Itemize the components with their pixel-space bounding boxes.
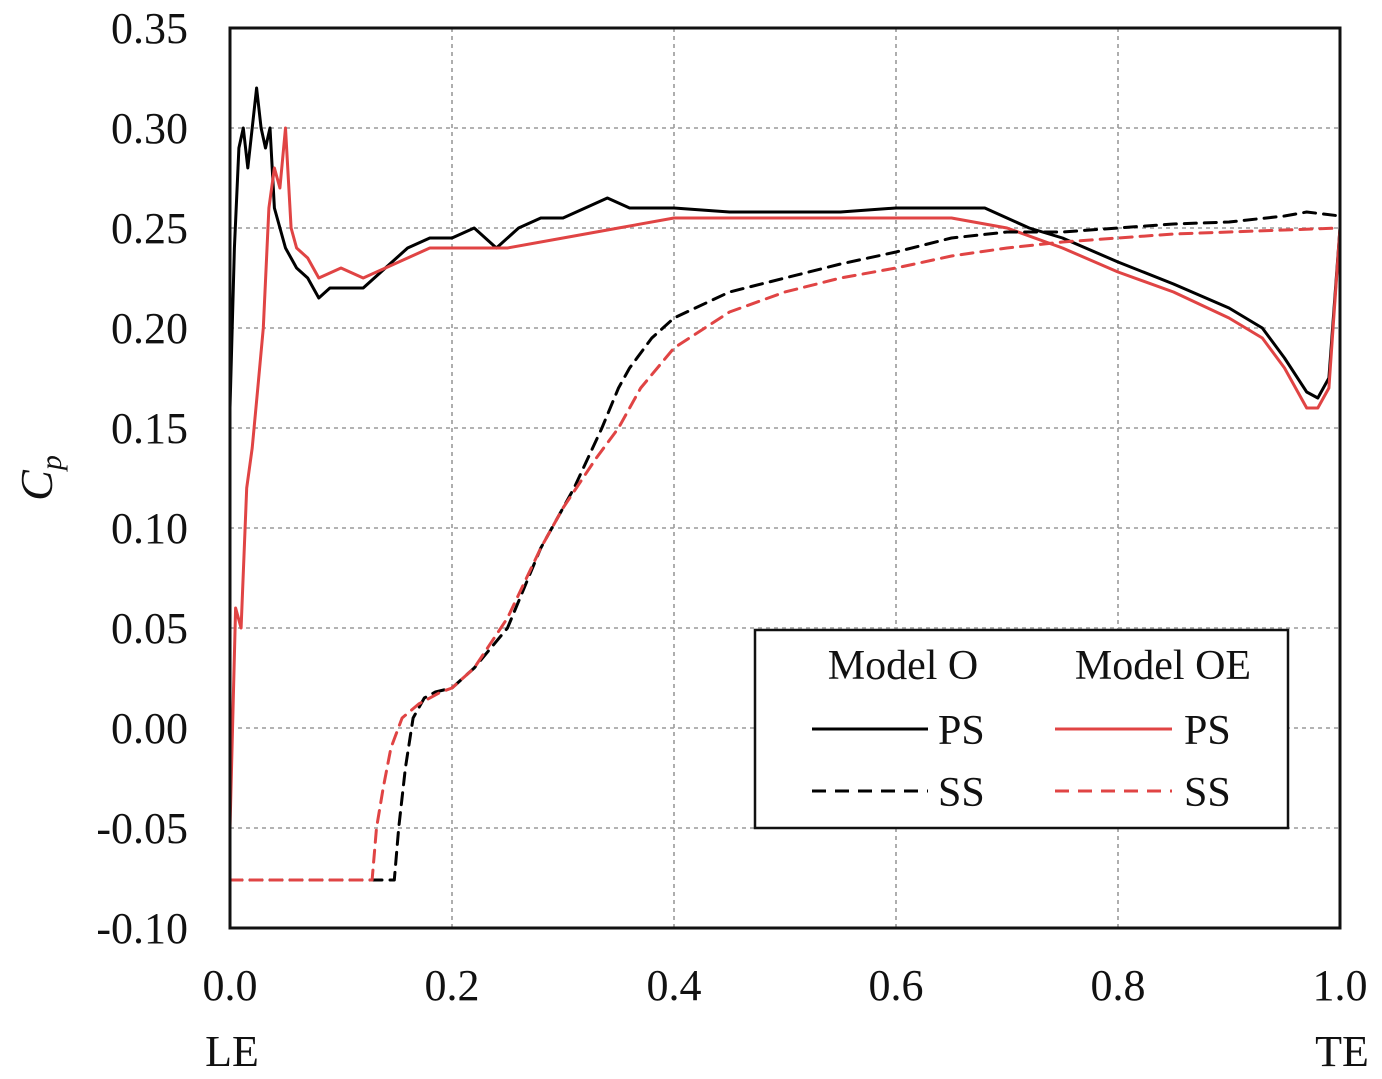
y-axis-label: Cp: [11, 455, 68, 501]
y-axis-label-main: C: [11, 469, 62, 501]
legend-title-model-oe: Model OE: [1075, 643, 1251, 689]
legend-label-model-o-ps: PS: [938, 708, 985, 754]
series-line-model-oe-ss: [228, 226, 1342, 882]
y-tick-label: 0.00: [111, 704, 188, 753]
plot-frame: [228, 26, 1342, 930]
x-tick-label: 1.0: [1313, 961, 1368, 1010]
x-tick-label: 0.8: [1091, 961, 1146, 1010]
tick-labels: 0.0 0.2 0.4 0.6 0.8 1.0 0.35 0.30 0.25 0.20 0.15 0.…: [96, 4, 1367, 1010]
x-end-label-te: TE: [1315, 1027, 1369, 1076]
legend: Model O Model OE PS SS PS SS: [753, 628, 1290, 830]
x-tick-label: 0.2: [425, 961, 480, 1010]
y-tick-label: -0.10: [96, 904, 188, 953]
y-tick-label: -0.05: [96, 804, 188, 853]
x-tick-label: 0.0: [203, 961, 258, 1010]
y-tick-label: 0.30: [111, 104, 188, 153]
series-line-model-o-ps: [228, 86, 1342, 410]
legend-title-model-o: Model O: [828, 643, 979, 689]
series-line-model-oe-ps: [228, 126, 1342, 830]
y-tick-label: 0.15: [111, 404, 188, 453]
series-layer: [228, 86, 1342, 882]
x-end-label-le: LE: [205, 1027, 259, 1076]
y-axis-label-sub: p: [35, 455, 68, 472]
x-tick-label: 0.4: [647, 961, 702, 1010]
legend-label-model-o-ss: SS: [938, 770, 985, 816]
x-tick-label: 0.6: [869, 961, 924, 1010]
series-line-model-o-ss: [228, 210, 1342, 882]
grid: [230, 28, 1340, 928]
y-tick-label: 0.05: [111, 604, 188, 653]
y-tick-label: 0.35: [111, 4, 188, 53]
y-tick-label: 0.20: [111, 304, 188, 353]
y-tick-label: 0.10: [111, 504, 188, 553]
y-tick-label: 0.25: [111, 204, 188, 253]
legend-label-model-oe-ss: SS: [1184, 770, 1231, 816]
legend-label-model-oe-ps: PS: [1184, 708, 1231, 754]
